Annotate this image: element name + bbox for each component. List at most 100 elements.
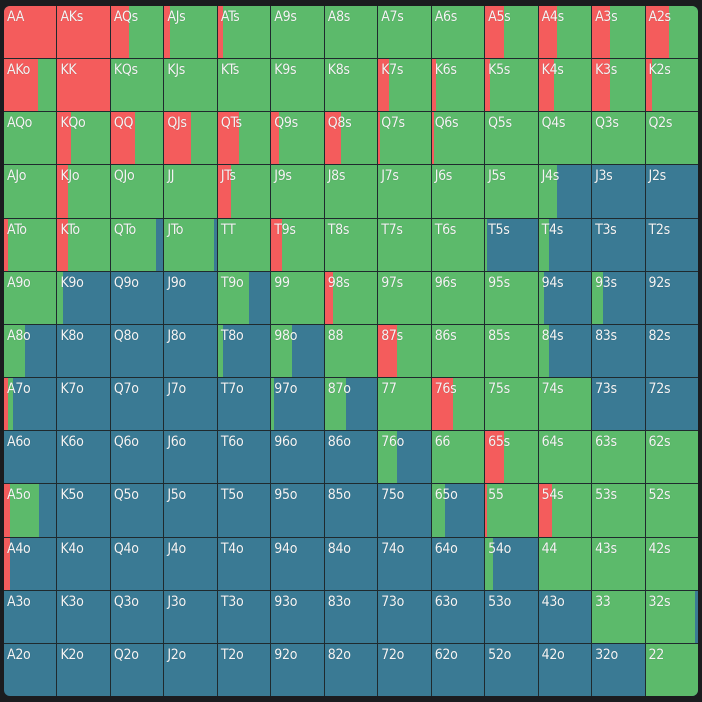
hand-cell-53s[interactable]: 53s (592, 484, 645, 537)
hand-cell-83s[interactable]: 83s (592, 324, 645, 378)
hand-cell-85o[interactable]: 85o (324, 484, 378, 537)
hand-cell-qto[interactable]: QTo (110, 218, 164, 271)
hand-cell-k7s[interactable]: K7s (378, 59, 431, 112)
hand-cell-t2s[interactable]: T2s (645, 218, 698, 271)
hand-cell-43s[interactable]: 43s (592, 537, 645, 590)
hand-cell-jto[interactable]: JTo (164, 218, 217, 271)
hand-cell-33[interactable]: 33 (592, 590, 645, 643)
hand-cell-t3s[interactable]: T3s (592, 218, 645, 271)
hand-cell-q9o[interactable]: Q9o (110, 271, 164, 324)
hand-cell-q3o[interactable]: Q3o (110, 590, 164, 643)
hand-cell-j6o[interactable]: J6o (164, 431, 217, 484)
hand-cell-32s[interactable]: 32s (645, 590, 698, 643)
hand-cell-a8o[interactable]: A8o (4, 324, 57, 378)
hand-cell-84s[interactable]: 84s (538, 324, 592, 378)
hand-cell-76s[interactable]: 76s (431, 378, 485, 431)
hand-cell-j3o[interactable]: J3o (164, 590, 217, 643)
hand-cell-aqs[interactable]: AQs (110, 6, 164, 59)
hand-cell-92s[interactable]: 92s (645, 271, 698, 324)
hand-cell-82o[interactable]: 82o (324, 643, 378, 696)
hand-cell-73o[interactable]: 73o (378, 590, 431, 643)
hand-cell-t6s[interactable]: T6s (431, 218, 485, 271)
hand-cell-j3s[interactable]: J3s (592, 165, 645, 218)
hand-cell-q2o[interactable]: Q2o (110, 643, 164, 696)
hand-cell-j7o[interactable]: J7o (164, 378, 217, 431)
hand-cell-qq[interactable]: QQ (110, 112, 164, 165)
hand-cell-j6s[interactable]: J6s (431, 165, 485, 218)
hand-cell-k5s[interactable]: K5s (485, 59, 538, 112)
hand-cell-95s[interactable]: 95s (485, 271, 538, 324)
hand-cell-j4s[interactable]: J4s (538, 165, 592, 218)
hand-cell-a2o[interactable]: A2o (4, 643, 57, 696)
hand-cell-j4o[interactable]: J4o (164, 537, 217, 590)
hand-cell-97o[interactable]: 97o (271, 378, 324, 431)
hand-cell-96s[interactable]: 96s (431, 271, 485, 324)
hand-cell-83o[interactable]: 83o (324, 590, 378, 643)
hand-cell-qts[interactable]: QTs (217, 112, 271, 165)
hand-cell-t2o[interactable]: T2o (217, 643, 271, 696)
hand-cell-k4o[interactable]: K4o (57, 537, 110, 590)
hand-cell-k2o[interactable]: K2o (57, 643, 110, 696)
hand-cell-52s[interactable]: 52s (645, 484, 698, 537)
hand-cell-ajs[interactable]: AJs (164, 6, 217, 59)
hand-cell-j7s[interactable]: J7s (378, 165, 431, 218)
hand-cell-kjo[interactable]: KJo (57, 165, 110, 218)
hand-cell-98o[interactable]: 98o (271, 324, 324, 378)
hand-cell-a2s[interactable]: A2s (645, 6, 698, 59)
hand-cell-93s[interactable]: 93s (592, 271, 645, 324)
hand-cell-kto[interactable]: KTo (57, 218, 110, 271)
hand-cell-jj[interactable]: JJ (164, 165, 217, 218)
hand-cell-72o[interactable]: 72o (378, 643, 431, 696)
hand-cell-j5s[interactable]: J5s (485, 165, 538, 218)
hand-cell-j9o[interactable]: J9o (164, 271, 217, 324)
hand-cell-96o[interactable]: 96o (271, 431, 324, 484)
hand-cell-43o[interactable]: 43o (538, 590, 592, 643)
hand-cell-qjo[interactable]: QJo (110, 165, 164, 218)
hand-cell-ajo[interactable]: AJo (4, 165, 57, 218)
hand-cell-k4s[interactable]: K4s (538, 59, 592, 112)
hand-cell-j2o[interactable]: J2o (164, 643, 217, 696)
hand-cell-k3s[interactable]: K3s (592, 59, 645, 112)
hand-cell-t9s[interactable]: T9s (271, 218, 324, 271)
hand-cell-74o[interactable]: 74o (378, 537, 431, 590)
hand-cell-t8s[interactable]: T8s (324, 218, 378, 271)
hand-cell-k8s[interactable]: K8s (324, 59, 378, 112)
hand-cell-t4o[interactable]: T4o (217, 537, 271, 590)
hand-cell-q5o[interactable]: Q5o (110, 484, 164, 537)
hand-cell-t8o[interactable]: T8o (217, 324, 271, 378)
hand-cell-q6s[interactable]: Q6s (431, 112, 485, 165)
hand-cell-kqo[interactable]: KQo (57, 112, 110, 165)
hand-cell-kqs[interactable]: KQs (110, 59, 164, 112)
hand-cell-85s[interactable]: 85s (485, 324, 538, 378)
hand-cell-76o[interactable]: 76o (378, 431, 431, 484)
hand-cell-j8o[interactable]: J8o (164, 324, 217, 378)
hand-cell-q8o[interactable]: Q8o (110, 324, 164, 378)
hand-cell-42s[interactable]: 42s (645, 537, 698, 590)
hand-cell-a3o[interactable]: A3o (4, 590, 57, 643)
hand-cell-a4s[interactable]: A4s (538, 6, 592, 59)
hand-cell-k6s[interactable]: K6s (431, 59, 485, 112)
hand-cell-62o[interactable]: 62o (431, 643, 485, 696)
hand-cell-q3s[interactable]: Q3s (592, 112, 645, 165)
hand-cell-ato[interactable]: ATo (4, 218, 57, 271)
hand-cell-t9o[interactable]: T9o (217, 271, 271, 324)
hand-cell-t5s[interactable]: T5s (485, 218, 538, 271)
hand-cell-j2s[interactable]: J2s (645, 165, 698, 218)
hand-cell-92o[interactable]: 92o (271, 643, 324, 696)
hand-cell-a9s[interactable]: A9s (271, 6, 324, 59)
hand-cell-53o[interactable]: 53o (485, 590, 538, 643)
hand-cell-k9o[interactable]: K9o (57, 271, 110, 324)
hand-cell-t7s[interactable]: T7s (378, 218, 431, 271)
hand-cell-32o[interactable]: 32o (592, 643, 645, 696)
hand-cell-kts[interactable]: KTs (217, 59, 271, 112)
hand-cell-q4s[interactable]: Q4s (538, 112, 592, 165)
hand-cell-75s[interactable]: 75s (485, 378, 538, 431)
hand-cell-74s[interactable]: 74s (538, 378, 592, 431)
hand-cell-ako[interactable]: AKo (4, 59, 57, 112)
hand-cell-94s[interactable]: 94s (538, 271, 592, 324)
hand-cell-k9s[interactable]: K9s (271, 59, 324, 112)
hand-cell-94o[interactable]: 94o (271, 537, 324, 590)
hand-cell-77[interactable]: 77 (378, 378, 431, 431)
hand-cell-97s[interactable]: 97s (378, 271, 431, 324)
hand-cell-t5o[interactable]: T5o (217, 484, 271, 537)
